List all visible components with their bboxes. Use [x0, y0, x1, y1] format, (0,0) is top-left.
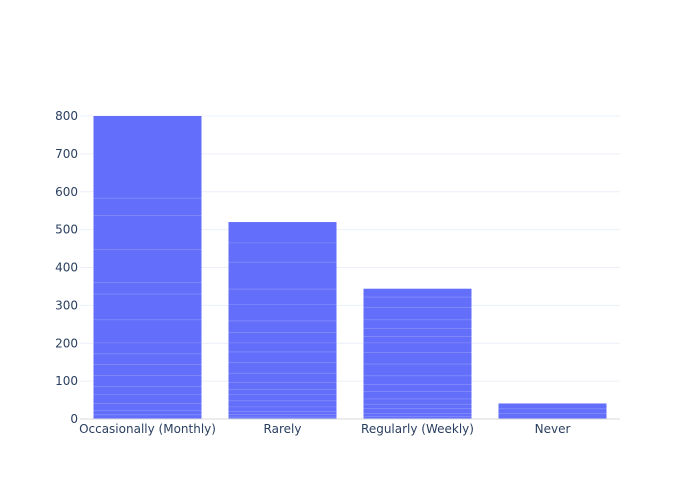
y-tick-label: 800	[55, 109, 78, 123]
x-tick-label: Regularly (Weekly)	[361, 422, 474, 436]
y-tick-labels: 0 100 200 300 400 500 600 700 800	[55, 109, 78, 426]
bar-never[interactable]	[498, 403, 607, 419]
y-tick-label: 300	[55, 298, 78, 312]
y-tick-label: 700	[55, 147, 78, 161]
bars	[93, 116, 607, 419]
y-tick-label: 500	[55, 223, 78, 237]
bar-regularly-weekly[interactable]	[363, 288, 472, 419]
y-tick-label: 200	[55, 336, 78, 350]
y-tick-label: 400	[55, 261, 78, 275]
y-tick-label: 100	[55, 374, 78, 388]
x-tick-label: Never	[535, 422, 571, 436]
y-tick-label: 600	[55, 185, 78, 199]
x-tick-labels: Occasionally (Monthly) Rarely Regularly (W…	[79, 422, 570, 436]
y-tick-label: 0	[70, 412, 78, 426]
x-tick-label: Rarely	[264, 422, 302, 436]
bar-occasionally-monthly[interactable]	[93, 116, 202, 419]
bar-rarely[interactable]	[228, 222, 337, 419]
x-tick-label: Occasionally (Monthly)	[79, 422, 216, 436]
